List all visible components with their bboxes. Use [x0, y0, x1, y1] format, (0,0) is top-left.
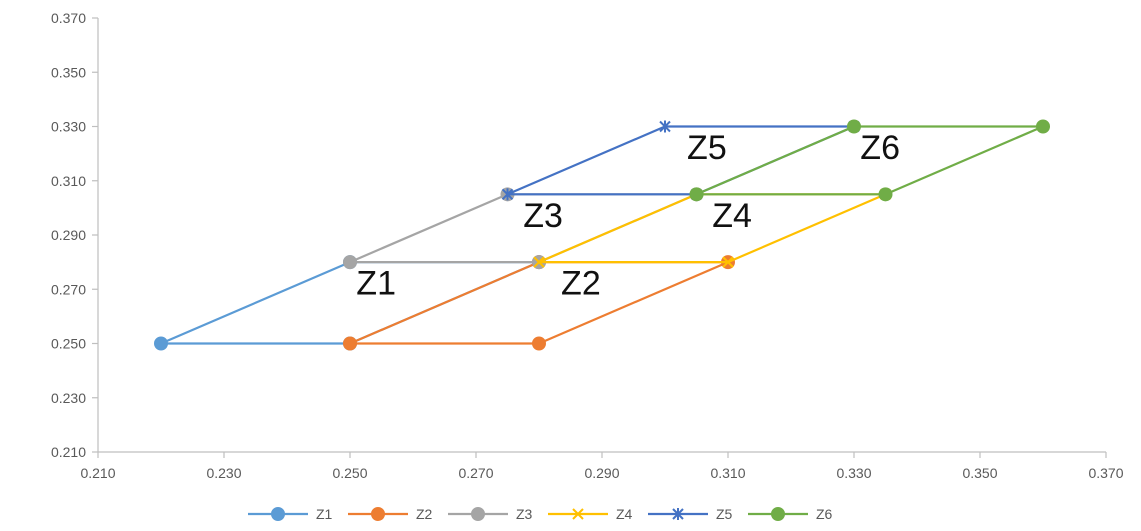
- x-tick-label: 0.290: [584, 465, 619, 481]
- legend-marker: [272, 508, 285, 521]
- zone-label-z4: Z4: [712, 197, 752, 235]
- series-line-z5: [508, 127, 855, 195]
- series-z1: [155, 256, 546, 350]
- zone-label-z6: Z6: [860, 129, 900, 167]
- data-point-z2: [344, 337, 357, 350]
- series-z2: [344, 256, 735, 350]
- data-point-z6: [690, 188, 703, 201]
- data-point-z3: [344, 256, 357, 269]
- legend-item-z6[interactable]: Z6: [748, 506, 833, 522]
- zone-label-z5: Z5: [687, 129, 727, 167]
- x-tick-label: 0.250: [332, 465, 367, 481]
- axes: 0.210 0.230 0.250 0.270 0.290 0.310 0.330 0.350…: [51, 10, 1124, 481]
- y-tick-label: 0.350: [51, 64, 86, 80]
- y-tick-label: 0.210: [51, 444, 86, 460]
- data-point-z2: [533, 337, 546, 350]
- legend-label: Z1: [316, 506, 333, 522]
- x-tick-label: 0.270: [458, 465, 493, 481]
- legend-item-z2[interactable]: Z2: [348, 506, 433, 522]
- data-point-z6: [879, 188, 892, 201]
- zone-label-z2: Z2: [561, 265, 601, 303]
- y-tick-label: 0.290: [51, 227, 86, 243]
- legend[interactable]: Z1 Z2 Z3 Z4 Z5 Z6: [248, 506, 833, 522]
- legend-label: Z6: [816, 506, 833, 522]
- y-tick-label: 0.310: [51, 173, 86, 189]
- y-tick-label: 0.330: [51, 119, 86, 135]
- y-tick-label: 0.270: [51, 281, 86, 297]
- x-tick-label: 0.210: [80, 465, 115, 481]
- data-point-z1: [155, 337, 168, 350]
- legend-marker: [772, 508, 785, 521]
- legend-item-z4[interactable]: Z4: [548, 506, 633, 522]
- zone-annotations: Z1 Z2 Z3 Z4 Z5 Z6: [356, 129, 900, 303]
- legend-marker: [472, 508, 485, 521]
- zone-label-z3: Z3: [523, 197, 563, 235]
- series-layer: [155, 120, 1050, 350]
- y-tick-label: 0.250: [51, 336, 86, 352]
- series-line-z2: [350, 262, 728, 343]
- data-point-z6: [1037, 120, 1050, 133]
- data-point-z6: [848, 120, 861, 133]
- legend-label: Z2: [416, 506, 433, 522]
- y-tick-label: 0.370: [51, 10, 86, 26]
- legend-marker: [372, 508, 385, 521]
- legend-label: Z3: [516, 506, 533, 522]
- legend-item-z5[interactable]: Z5: [648, 506, 733, 522]
- x-tick-label: 0.310: [710, 465, 745, 481]
- x-tick-label: 0.350: [962, 465, 997, 481]
- x-tick-label: 0.330: [836, 465, 871, 481]
- legend-item-z1[interactable]: Z1: [248, 506, 333, 522]
- legend-item-z3[interactable]: Z3: [448, 506, 533, 522]
- y-tick-label: 0.230: [51, 390, 86, 406]
- zone-label-z1: Z1: [356, 265, 396, 303]
- legend-label: Z5: [716, 506, 733, 522]
- series-line-z1: [161, 262, 539, 343]
- legend-label: Z4: [616, 506, 633, 522]
- x-tick-label: 0.230: [206, 465, 241, 481]
- x-tick-label: 0.370: [1088, 465, 1123, 481]
- series-z5: [503, 121, 860, 201]
